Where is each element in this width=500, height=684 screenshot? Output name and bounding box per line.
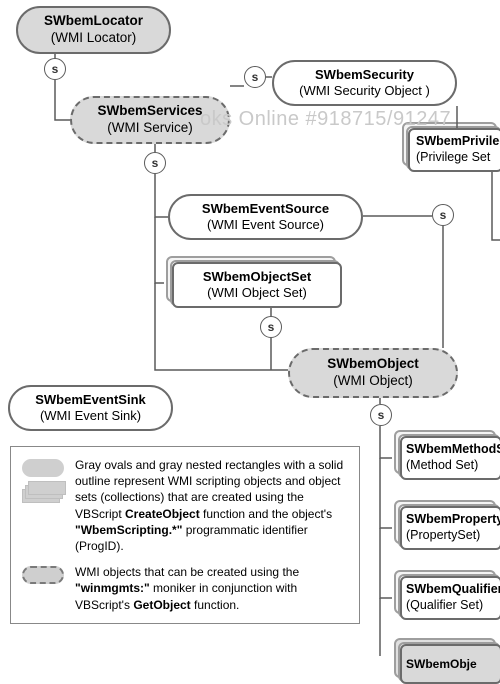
node-privilege-subtitle: (Privilege Set (416, 150, 490, 166)
node-privilege-title: SWbemPrivilege (416, 134, 500, 150)
oval-icon (22, 459, 64, 477)
node-bottom-cut: SWbemObje (400, 644, 500, 684)
node-object: SWbemObject (WMI Object) (288, 348, 458, 398)
node-propertyset: SWbemProperty (PropertySet) (400, 506, 500, 550)
node-qualifierset-subtitle: (Qualifier Set) (406, 598, 483, 614)
edge (155, 217, 164, 283)
node-services-title: SWbemServices (97, 103, 202, 120)
node-eventsink-subtitle: (WMI Event Sink) (40, 408, 141, 424)
edge (380, 458, 392, 528)
node-locator: SWbemLocator (WMI Locator) (16, 6, 171, 54)
dashed-oval-icon (22, 566, 64, 584)
legend-icon-dashed (21, 564, 65, 613)
node-eventsink-title: SWbemEventSink (35, 392, 146, 408)
node-objectset-title: SWbemObjectSet (203, 269, 311, 285)
edge (492, 172, 500, 240)
node-propertyset-subtitle: (PropertySet) (406, 528, 480, 544)
node-object-title: SWbemObject (327, 356, 419, 373)
legend-row: WMI objects that can be created using th… (21, 564, 349, 613)
node-privilege: SWbemPrivilege (Privilege Set (408, 128, 500, 172)
node-security-subtitle: (WMI Security Object ) (299, 83, 430, 99)
node-eventsource-title: SWbemEventSource (202, 201, 329, 217)
node-eventsink: SWbemEventSink (WMI Event Sink) (8, 385, 173, 431)
node-security-title: SWbemSecurity (315, 67, 414, 83)
node-methodset-title: SWbemMethodS (406, 442, 500, 458)
node-locator-subtitle: (WMI Locator) (51, 30, 137, 47)
legend-text-1: Gray ovals and gray nested rectangles wi… (75, 457, 349, 554)
legend-row: Gray ovals and gray nested rectangles wi… (21, 457, 349, 554)
legend-box: Gray ovals and gray nested rectangles wi… (10, 446, 360, 624)
node-eventsource-subtitle: (WMI Event Source) (207, 217, 324, 233)
node-object-subtitle: (WMI Object) (333, 373, 413, 390)
s-badge: s (44, 58, 66, 80)
edge (380, 528, 392, 598)
node-locator-title: SWbemLocator (44, 13, 143, 30)
node-security: SWbemSecurity (WMI Security Object ) (272, 60, 457, 106)
node-methodset-subtitle: (Method Set) (406, 458, 478, 474)
node-eventsource: SWbemEventSource (WMI Event Source) (168, 194, 363, 240)
s-badge: s (260, 316, 282, 338)
legend-text-2: WMI objects that can be created using th… (75, 564, 349, 613)
node-qualifierset-title: SWbemQualifier (406, 582, 500, 598)
node-propertyset-title: SWbemProperty (406, 512, 500, 528)
watermark-text: oks Online #918715/91247 (200, 108, 451, 131)
s-badge: s (244, 66, 266, 88)
node-methodset: SWbemMethodS (Method Set) (400, 436, 500, 480)
node-qualifierset: SWbemQualifier (Qualifier Set) (400, 576, 500, 620)
node-objectset: SWbemObjectSet (WMI Object Set) (172, 262, 342, 308)
node-services-subtitle: (WMI Service) (107, 120, 193, 137)
stack-icon (22, 481, 64, 503)
s-badge: s (432, 204, 454, 226)
s-badge: s (144, 152, 166, 174)
node-bottom-cut-title: SWbemObje (406, 657, 477, 672)
node-objectset-subtitle: (WMI Object Set) (207, 285, 307, 301)
legend-icon-solid (21, 457, 65, 554)
s-badge: s (370, 404, 392, 426)
